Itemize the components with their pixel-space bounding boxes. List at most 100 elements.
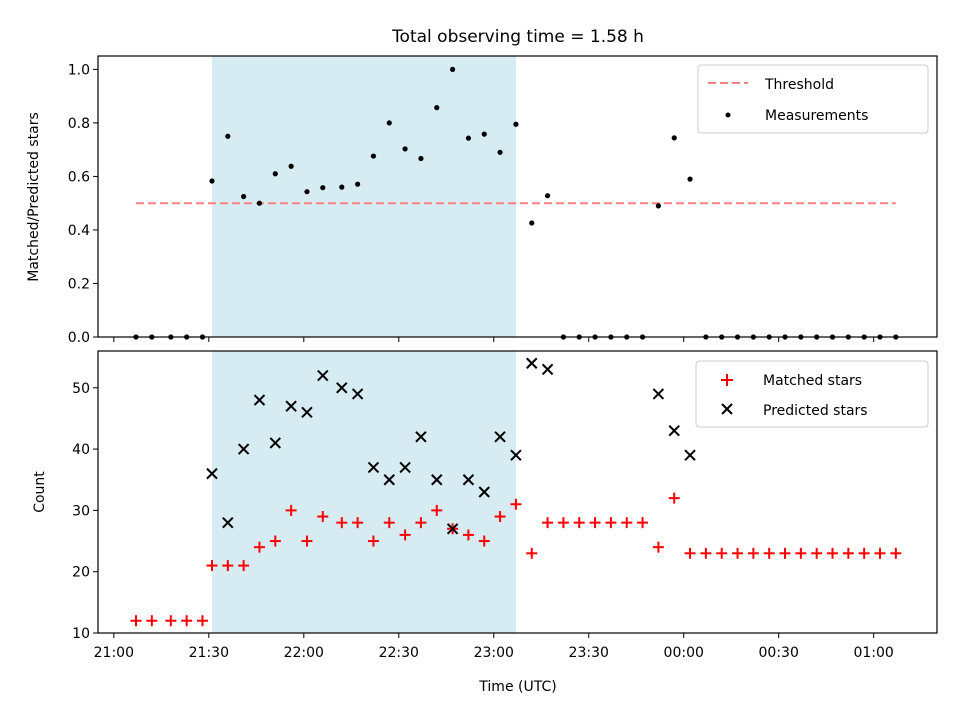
measurement-point bbox=[209, 178, 215, 184]
y-tick-label: 0.0 bbox=[68, 330, 90, 346]
measurement-point bbox=[497, 149, 503, 155]
bottom-x-axis-label: Time (UTC) bbox=[478, 679, 556, 695]
legend-threshold-label: Threshold bbox=[764, 77, 834, 93]
measurement-point bbox=[434, 105, 440, 111]
matched-star-point bbox=[795, 547, 807, 559]
y-tick-label: 0.6 bbox=[68, 169, 90, 185]
matched-star-point bbox=[222, 560, 234, 572]
bottom-series-layer bbox=[130, 357, 902, 627]
top-legend-box bbox=[697, 64, 929, 134]
x-tick-label: 21:30 bbox=[189, 645, 229, 661]
predicted-star-point bbox=[478, 486, 490, 498]
matched-star-point bbox=[130, 615, 142, 627]
predicted-star-point bbox=[383, 474, 395, 486]
predicted-star-point bbox=[399, 461, 411, 474]
matched-star-point bbox=[336, 517, 348, 529]
matched-star-point bbox=[874, 547, 886, 559]
matched-star-point bbox=[842, 547, 854, 559]
matched-star-point bbox=[763, 547, 775, 559]
matched-star-point bbox=[238, 560, 250, 572]
matched-star-point bbox=[462, 529, 474, 541]
matched-star-point bbox=[478, 535, 490, 547]
bottom-panel: 10 20 30 40 50 21:00 21:30 22:00 22:30 23:00 23:3… bbox=[32, 350, 938, 695]
x-tick-label: 22:00 bbox=[284, 645, 324, 661]
x-tick-label: 01:00 bbox=[853, 645, 893, 661]
predicted-star-point bbox=[684, 449, 696, 461]
matched-star-point bbox=[526, 547, 538, 559]
matched-star-point bbox=[716, 547, 728, 559]
measurement-point bbox=[256, 200, 263, 206]
matched-star-point bbox=[684, 547, 696, 559]
measurement-point bbox=[544, 193, 551, 199]
predicted-star-point bbox=[222, 516, 234, 529]
y-tick-label: 0.8 bbox=[68, 116, 90, 132]
matched-star-point bbox=[285, 504, 297, 516]
matched-star-point bbox=[779, 547, 791, 559]
y-tick-label: 30 bbox=[72, 503, 90, 519]
predicted-star-point bbox=[446, 523, 459, 535]
measurement-point bbox=[241, 193, 247, 200]
predicted-star-point bbox=[462, 474, 475, 486]
matched-star-point bbox=[637, 517, 649, 529]
y-tick-label: 50 bbox=[72, 381, 90, 397]
y-tick-label: 40 bbox=[72, 442, 90, 458]
matched-star-point bbox=[383, 517, 395, 529]
predicted-star-point bbox=[317, 369, 329, 382]
measurement-point bbox=[655, 203, 661, 209]
matched-star-point bbox=[510, 498, 522, 510]
top-legend: Threshold Measurements bbox=[697, 64, 929, 134]
x-tick-label: 21:00 bbox=[94, 645, 134, 661]
predicted-star-point bbox=[541, 363, 554, 376]
matched-star-point bbox=[589, 517, 601, 529]
matched-star-point bbox=[165, 615, 177, 627]
y-tick-label: 20 bbox=[72, 565, 90, 581]
measurement-point bbox=[687, 176, 693, 182]
measurement-point bbox=[304, 189, 310, 195]
top-x-ticks bbox=[113, 337, 875, 342]
top-panel: 0.0 0.2 0.4 0.6 0.8 1.0 Matched/Predicted sta… bbox=[26, 55, 938, 346]
matched-star-point bbox=[196, 615, 208, 627]
predicted-star-point bbox=[351, 388, 364, 400]
matched-star-point bbox=[700, 547, 712, 559]
x-tick-label: 23:00 bbox=[474, 645, 514, 661]
legend-measurements-label: Measurements bbox=[765, 108, 868, 124]
matched-star-point bbox=[269, 535, 281, 547]
matched-star-point bbox=[206, 560, 218, 572]
matched-star-point bbox=[542, 517, 554, 529]
matched-star-point bbox=[827, 547, 839, 559]
measurement-point bbox=[355, 181, 361, 187]
matched-star-point bbox=[605, 517, 617, 529]
matched-star-point bbox=[747, 547, 759, 559]
matched-star-point bbox=[399, 529, 411, 541]
measurement-point bbox=[465, 135, 472, 141]
legend-predicted-label: Predicted stars bbox=[763, 403, 868, 419]
measurement-point bbox=[339, 184, 345, 190]
legend-matched-label: Matched stars bbox=[763, 373, 862, 389]
measurement-point bbox=[225, 133, 231, 139]
matched-star-point bbox=[146, 615, 158, 627]
matched-star-point bbox=[352, 517, 364, 529]
matched-star-point bbox=[253, 541, 265, 553]
predicted-star-point bbox=[253, 394, 266, 406]
predicted-star-point bbox=[285, 400, 297, 412]
matched-star-point bbox=[367, 535, 379, 547]
matched-star-point bbox=[317, 511, 329, 523]
x-tick-label: 00:00 bbox=[664, 645, 704, 661]
bottom-legend: Matched stars Predicted stars bbox=[695, 360, 929, 428]
measurement-point bbox=[386, 120, 392, 126]
predicted-star-point bbox=[652, 388, 665, 400]
y-tick-label: 1.0 bbox=[68, 62, 90, 78]
top-shaded-span bbox=[211, 56, 516, 337]
predicted-star-point bbox=[336, 382, 348, 394]
matched-star-point bbox=[668, 492, 680, 504]
predicted-star-point bbox=[367, 461, 380, 474]
predicted-star-point bbox=[206, 467, 218, 480]
matched-star-point bbox=[732, 547, 744, 559]
measurement-point bbox=[418, 155, 424, 162]
bottom-x-ticks: 21:00 21:30 22:00 22:30 23:00 23:30 00:00 00:30… bbox=[94, 633, 894, 661]
predicted-star-point bbox=[269, 437, 282, 449]
matched-star-point bbox=[573, 517, 585, 529]
top-axes-frame bbox=[97, 55, 938, 338]
measurement-point bbox=[402, 146, 408, 152]
